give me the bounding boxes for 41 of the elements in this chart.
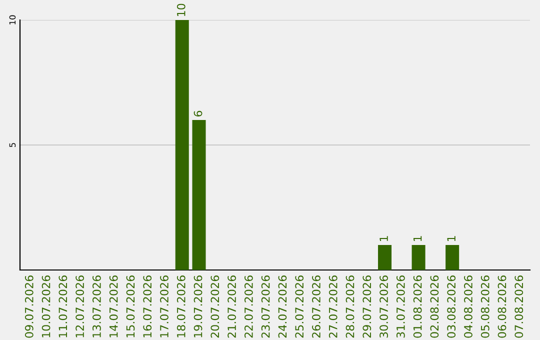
x-tick-label: 05.08.2026 — [480, 276, 490, 338]
x-tick-label: 12.07.2026 — [76, 276, 84, 338]
x-tick-label: 14.07.2026 — [109, 276, 118, 338]
x-tick-label: 17.07.2026 — [160, 276, 168, 338]
x-tick-label: 20.07.2026 — [210, 276, 220, 338]
x-tick-label: 27.07.2026 — [328, 276, 338, 338]
x-tick-label: 22.07.2026 — [244, 276, 253, 338]
x-tick-label: 19.07.2026 — [194, 276, 202, 338]
x-tick-label: 07.08.2026 — [514, 276, 524, 338]
x-tick-label: 10.07.2026 — [42, 276, 50, 338]
data-label: 1 — [447, 236, 456, 241]
x-tick-label: 16.07.2026 — [143, 276, 152, 338]
x-tick-label: 09.07.2026 — [24, 276, 34, 338]
x-tick-label: 26.07.2026 — [312, 276, 320, 338]
x-tick-label: 03.08.2026 — [447, 276, 456, 338]
x-tick-label: 31.07.2026 — [396, 276, 405, 338]
x-tick-label: 29.07.2026 — [362, 276, 372, 338]
x-tick-label: 01.08.2026 — [413, 276, 422, 338]
x-tick-label: 28.07.2026 — [346, 276, 354, 338]
data-label: 10 — [176, 4, 186, 16]
x-tick-label: 04.08.2026 — [464, 276, 472, 338]
x-tick-label: 21.07.2026 — [228, 276, 236, 338]
data-label: 1 — [380, 236, 388, 241]
bar — [412, 245, 426, 270]
data-label: 6 — [194, 110, 202, 116]
x-tick-label: 30.07.2026 — [380, 276, 388, 338]
bar — [192, 120, 206, 270]
x-tick-label: 15.07.2026 — [126, 276, 135, 338]
x-tick-label: 02.08.2026 — [430, 276, 439, 338]
x-tick-label: 13.07.2026 — [92, 276, 101, 338]
y-tick-label: 5 — [9, 143, 16, 148]
data-label: 1 — [414, 236, 422, 241]
x-tick-label: 24.07.2026 — [278, 276, 287, 338]
bar — [175, 20, 189, 270]
bar — [446, 245, 460, 270]
bar — [378, 245, 392, 270]
x-tick-label: 23.07.2026 — [261, 276, 270, 338]
x-tick-label: 11.07.2026 — [58, 276, 68, 338]
x-tick-label: 06.08.2026 — [498, 276, 506, 338]
x-tick-label: 18.07.2026 — [176, 276, 186, 338]
x-tick-label: 25.07.2026 — [295, 276, 304, 338]
